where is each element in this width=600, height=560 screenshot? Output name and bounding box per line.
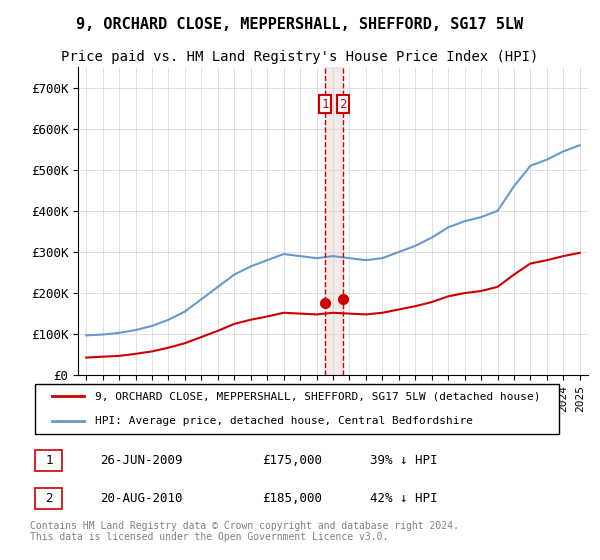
- Text: HPI: Average price, detached house, Central Bedfordshire: HPI: Average price, detached house, Cent…: [95, 416, 473, 426]
- Text: 2: 2: [339, 97, 347, 111]
- Text: 1: 1: [45, 454, 53, 468]
- Text: 26-JUN-2009: 26-JUN-2009: [100, 454, 182, 468]
- Text: 9, ORCHARD CLOSE, MEPPERSHALL, SHEFFORD, SG17 5LW (detached house): 9, ORCHARD CLOSE, MEPPERSHALL, SHEFFORD,…: [95, 391, 540, 402]
- Text: £185,000: £185,000: [262, 492, 322, 505]
- Text: 42% ↓ HPI: 42% ↓ HPI: [370, 492, 438, 505]
- Text: 2: 2: [45, 492, 53, 505]
- Text: Price paid vs. HM Land Registry's House Price Index (HPI): Price paid vs. HM Land Registry's House …: [61, 50, 539, 64]
- Text: 39% ↓ HPI: 39% ↓ HPI: [370, 454, 438, 468]
- Text: 20-AUG-2010: 20-AUG-2010: [100, 492, 182, 505]
- FancyBboxPatch shape: [35, 450, 62, 471]
- Text: 1: 1: [321, 97, 329, 111]
- FancyBboxPatch shape: [35, 488, 62, 508]
- Text: Contains HM Land Registry data © Crown copyright and database right 2024.
This d: Contains HM Land Registry data © Crown c…: [30, 521, 459, 543]
- Text: 9, ORCHARD CLOSE, MEPPERSHALL, SHEFFORD, SG17 5LW: 9, ORCHARD CLOSE, MEPPERSHALL, SHEFFORD,…: [76, 17, 524, 32]
- Text: £175,000: £175,000: [262, 454, 322, 468]
- Bar: [325, 67, 343, 375]
- FancyBboxPatch shape: [35, 384, 559, 434]
